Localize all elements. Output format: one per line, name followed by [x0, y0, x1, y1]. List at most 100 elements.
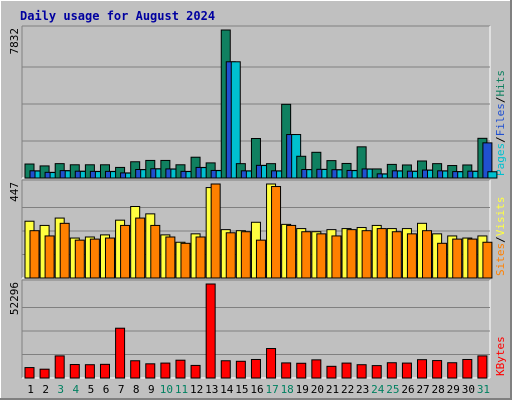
bar-sites-day-26 [406, 233, 417, 279]
bar-sites-day-20 [316, 233, 327, 279]
legend-separator: / [494, 136, 507, 143]
bar-kbytes-day-19 [296, 362, 307, 379]
bar-kbytes-day-13 [205, 283, 216, 379]
bar-kbytes-day-8 [130, 360, 141, 379]
bar-kbytes-day-22 [341, 362, 352, 379]
bar-sites-day-31 [482, 241, 493, 279]
bar-sites-day-19 [301, 231, 312, 279]
bar-kbytes-day-17 [266, 348, 277, 379]
panel-max-label: 52296 [8, 282, 21, 315]
bar-kbytes-day-10 [160, 362, 171, 379]
day-label-9: 9 [148, 383, 155, 396]
bar-sites-day-25 [391, 231, 402, 279]
bar-sites-day-3 [59, 222, 70, 279]
panel-max-label: 7832 [8, 28, 21, 55]
bar-sites-day-12 [195, 236, 206, 279]
bar-kbytes-day-29 [447, 362, 458, 379]
day-label-3: 3 [57, 383, 64, 396]
day-label-27: 27 [416, 383, 429, 396]
bar-kbytes-day-4 [69, 364, 80, 379]
panel-visits-sites: 447 Sites/Visits [8, 179, 507, 279]
bar-sites-day-6 [104, 237, 115, 279]
day-label-17: 17 [265, 383, 278, 396]
bar-sites-day-13 [210, 183, 221, 279]
panel-legend: Pages/Files/Hits [494, 70, 507, 176]
bar-kbytes-day-12 [190, 364, 201, 379]
bar-sites-day-1 [29, 230, 40, 279]
bar-kbytes-day-24 [371, 365, 382, 379]
day-label-4: 4 [73, 383, 80, 396]
day-label-1: 1 [27, 383, 34, 396]
bar-sites-day-16 [255, 239, 266, 279]
day-label-30: 30 [462, 383, 475, 396]
bar-sites-day-30 [467, 238, 478, 279]
bar-kbytes-day-3 [54, 355, 65, 379]
day-label-16: 16 [250, 383, 263, 396]
legend-visits: Visits [494, 197, 507, 237]
bar-kbytes-day-15 [235, 360, 246, 379]
bar-sites-day-23 [361, 230, 372, 279]
day-label-25: 25 [386, 383, 399, 396]
bar-kbytes-day-26 [401, 362, 412, 379]
day-label-10: 10 [160, 383, 173, 396]
bar-sites-day-17 [271, 186, 282, 279]
panel-legend-group: KBytes [494, 336, 507, 376]
bar-kbytes-day-27 [417, 359, 428, 379]
panel-legend-group: Sites/Visits [494, 197, 507, 277]
chart-title: Daily usage for August 2024 [20, 9, 215, 23]
day-label-21: 21 [326, 383, 339, 396]
frame-shadow-bottom [0, 398, 512, 400]
bar-sites-day-22 [346, 229, 357, 279]
bar-kbytes-day-14 [220, 360, 231, 379]
bar-pages-day-14 [230, 61, 241, 179]
day-label-22: 22 [341, 383, 354, 396]
panel-legend: KBytes [494, 336, 507, 376]
day-label-31: 31 [477, 383, 490, 396]
bar-kbytes-day-1 [24, 367, 35, 379]
bar-sites-day-29 [452, 238, 463, 279]
legend-kbytes: KBytes [494, 336, 507, 376]
day-label-23: 23 [356, 383, 369, 396]
frame-highlight-top [0, 0, 512, 1]
bar-pages-day-31 [487, 171, 498, 179]
chart-panels: 7832Pages/Files/Hits447Sites/Visits52296… [8, 25, 507, 379]
bar-kbytes-day-9 [145, 363, 156, 379]
day-label-2: 2 [42, 383, 49, 396]
bar-sites-day-8 [135, 217, 146, 279]
bar-sites-day-10 [165, 236, 176, 279]
bar-kbytes-day-16 [250, 358, 261, 379]
bar-kbytes-day-6 [99, 363, 110, 379]
panel-legend-group: Pages/Files/Hits [494, 70, 507, 176]
day-label-29: 29 [447, 383, 460, 396]
bar-kbytes-day-5 [84, 364, 95, 379]
bar-sites-day-15 [240, 231, 251, 279]
day-label-5: 5 [88, 383, 95, 396]
frame-highlight-left [0, 0, 1, 400]
bar-sites-day-4 [74, 239, 85, 279]
day-label-28: 28 [432, 383, 445, 396]
bar-sites-day-9 [150, 224, 161, 279]
panel-kbytes: 52296 KBytes [8, 279, 507, 379]
bar-kbytes-day-7 [115, 327, 126, 379]
day-label-20: 20 [311, 383, 324, 396]
day-label-24: 24 [371, 383, 385, 396]
panel-legend: Sites/Visits [494, 197, 507, 277]
legend-sites: Sites [494, 243, 507, 276]
bar-sites-day-14 [225, 232, 236, 279]
day-label-12: 12 [190, 383, 203, 396]
day-label-8: 8 [133, 383, 140, 396]
bar-sites-day-2 [44, 235, 55, 279]
bar-kbytes-day-31 [477, 355, 488, 379]
legend-hits: Hits [494, 70, 507, 97]
legend-separator: / [494, 236, 507, 243]
bar-kbytes-day-30 [462, 358, 473, 379]
day-label-14: 14 [220, 383, 234, 396]
day-label-19: 19 [296, 383, 309, 396]
day-label-15: 15 [235, 383, 248, 396]
legend-pages: Pages [494, 143, 507, 176]
panel-max-label: 447 [8, 182, 21, 202]
day-labels: 1 2 3 4 5 6 7 8 9 10 11 12 13 14 15 16 17 18 19 20 21 22 23 24 2… [27, 383, 490, 396]
frame-shadow-right [510, 0, 512, 400]
bar-sites-day-21 [331, 235, 342, 279]
